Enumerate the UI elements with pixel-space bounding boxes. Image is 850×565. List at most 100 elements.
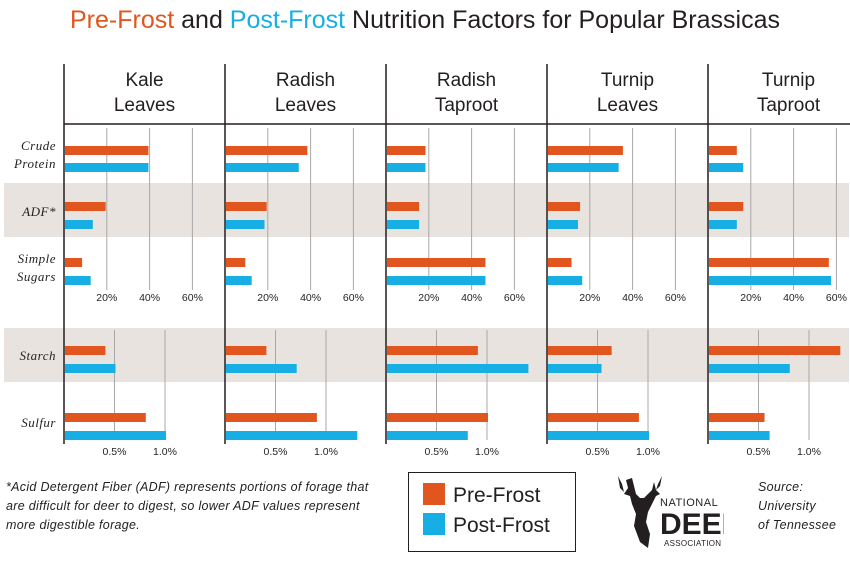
bar-post-frost-starch-radish-leaves	[226, 364, 297, 373]
tick-label-pct-40-panel-4: 40%	[622, 292, 643, 304]
bar-pre-frost-adf-radish-taproot	[387, 202, 420, 211]
tick-label-pct-40-panel-2: 40%	[300, 292, 321, 304]
bar-pre-frost-sulfur-turnip-taproot	[709, 413, 765, 422]
source-note: Source: University of Tennessee	[758, 478, 836, 535]
tick-label-pct-60-panel-3: 60%	[504, 292, 525, 304]
bar-pre-frost-simple-sugars-kale-leaves	[65, 258, 83, 267]
tick-label-frac-0.5-panel-1: 0.5%	[103, 446, 127, 458]
tick-label-frac-1-panel-4: 1.0%	[636, 446, 660, 458]
bar-post-frost-sulfur-radish-taproot	[387, 431, 468, 440]
tick-label-pct-40-panel-3: 40%	[461, 292, 482, 304]
chart-title: Pre-Frost and Post-Frost Nutrition Facto…	[0, 6, 850, 35]
bar-post-frost-starch-turnip-leaves	[548, 364, 602, 373]
legend: Pre-Frost Post-Frost	[408, 472, 576, 552]
bar-pre-frost-adf-radish-leaves	[226, 202, 267, 211]
bar-pre-frost-sulfur-radish-taproot	[387, 413, 488, 422]
bar-post-frost-starch-radish-taproot	[387, 364, 529, 373]
tick-label-pct-20-panel-3: 20%	[418, 292, 439, 304]
bar-post-frost-crude-protein-turnip-leaves	[548, 163, 619, 172]
tick-label-pct-20-panel-1: 20%	[96, 292, 117, 304]
legend-label-post-frost: Post-Frost	[453, 514, 550, 537]
source-line-1: Source:	[758, 480, 804, 494]
tick-label-frac-1-panel-3: 1.0%	[475, 446, 499, 458]
title-and: and	[174, 6, 230, 34]
source-line-2: University	[758, 499, 816, 513]
title-post-frost: Post-Frost	[229, 6, 346, 34]
panel-header-radish-leaves-line-2: Leaves	[275, 95, 336, 116]
panel-header-radish-taproot-line-2: Taproot	[435, 95, 499, 116]
bar-post-frost-crude-protein-turnip-taproot	[709, 163, 744, 172]
bar-post-frost-starch-turnip-taproot	[709, 364, 790, 373]
bar-pre-frost-starch-kale-leaves	[65, 346, 106, 355]
bar-post-frost-simple-sugars-radish-taproot	[387, 276, 486, 285]
tick-label-pct-40-panel-5: 40%	[783, 292, 804, 304]
bar-post-frost-adf-turnip-taproot	[709, 220, 737, 229]
bar-post-frost-sulfur-turnip-leaves	[548, 431, 649, 440]
bar-post-frost-simple-sugars-kale-leaves	[65, 276, 91, 285]
row-label-simple-sugars-line-1: Simple	[18, 251, 56, 266]
row-label-crude-protein-line-1: Crude	[21, 138, 56, 153]
legend-item-post-frost: Post-Frost	[423, 513, 550, 538]
bar-pre-frost-simple-sugars-radish-taproot	[387, 258, 486, 267]
tick-label-pct-60-panel-2: 60%	[343, 292, 364, 304]
tick-label-pct-60-panel-1: 60%	[182, 292, 203, 304]
bar-chart: Kale Leaves Radish Leaves Radish Taproot Turni…	[4, 64, 850, 458]
bar-post-frost-adf-kale-leaves	[65, 220, 93, 229]
bar-pre-frost-sulfur-turnip-leaves	[548, 413, 639, 422]
row-label-starch-line-1: Starch	[20, 348, 56, 363]
bar-pre-frost-crude-protein-radish-taproot	[387, 146, 426, 155]
bar-pre-frost-adf-turnip-leaves	[548, 202, 581, 211]
bar-post-frost-adf-radish-taproot	[387, 220, 420, 229]
panel-header-radish-taproot-line-1: Radish	[437, 70, 496, 91]
tick-label-pct-40-panel-1: 40%	[139, 292, 160, 304]
bar-pre-frost-adf-kale-leaves	[65, 202, 106, 211]
bar-pre-frost-starch-radish-taproot	[387, 346, 478, 355]
panel-header-radish-leaves-line-1: Radish	[276, 70, 335, 91]
tick-label-frac-0.5-panel-5: 0.5%	[747, 446, 771, 458]
tick-label-pct-60-panel-5: 60%	[826, 292, 847, 304]
panel-header-turnip-taproot-line-2: Taproot	[757, 95, 821, 116]
legend-item-pre-frost: Pre-Frost	[423, 483, 541, 508]
bar-post-frost-simple-sugars-turnip-leaves	[548, 276, 583, 285]
title-rest: Nutrition Factors for Popular Brassicas	[345, 6, 780, 34]
row-label-adf-line-1: ADF*	[21, 204, 56, 219]
bar-post-frost-sulfur-radish-leaves	[226, 431, 358, 440]
panel-header-turnip-taproot-line-1: Turnip	[762, 70, 815, 91]
row-label-crude-protein-line-2: Protein	[13, 156, 56, 171]
bar-pre-frost-simple-sugars-turnip-leaves	[548, 258, 572, 267]
tick-label-frac-1-panel-2: 1.0%	[314, 446, 338, 458]
bar-pre-frost-crude-protein-turnip-taproot	[709, 146, 737, 155]
tick-label-frac-0.5-panel-3: 0.5%	[425, 446, 449, 458]
bar-pre-frost-starch-turnip-taproot	[709, 346, 841, 355]
tick-label-pct-60-panel-4: 60%	[665, 292, 686, 304]
tick-label-pct-20-panel-4: 20%	[579, 292, 600, 304]
bar-pre-frost-crude-protein-kale-leaves	[65, 146, 149, 155]
logo-text-association: ASSOCIATION	[664, 539, 721, 548]
legend-swatch-post-frost	[423, 513, 445, 535]
tick-label-frac-1-panel-5: 1.0%	[797, 446, 821, 458]
bar-pre-frost-starch-turnip-leaves	[548, 346, 612, 355]
legend-label-pre-frost: Pre-Frost	[453, 484, 541, 507]
tick-label-frac-0.5-panel-4: 0.5%	[586, 446, 610, 458]
bar-post-frost-adf-radish-leaves	[226, 220, 265, 229]
legend-swatch-pre-frost	[423, 483, 445, 505]
panel-header-turnip-leaves-line-2: Leaves	[597, 95, 658, 116]
row-label-sulfur-line-1: Sulfur	[21, 415, 56, 430]
bar-post-frost-crude-protein-radish-leaves	[226, 163, 299, 172]
panel-header-kale-leaves-line-2: Leaves	[114, 95, 175, 116]
bar-post-frost-sulfur-turnip-taproot	[709, 431, 770, 440]
bar-pre-frost-adf-turnip-taproot	[709, 202, 744, 211]
bar-post-frost-crude-protein-kale-leaves	[65, 163, 149, 172]
bar-post-frost-sulfur-kale-leaves	[65, 431, 166, 440]
panel-header-turnip-leaves-line-1: Turnip	[601, 70, 654, 91]
bar-pre-frost-sulfur-radish-leaves	[226, 413, 317, 422]
bar-post-frost-adf-turnip-leaves	[548, 220, 578, 229]
adf-footnote: *Acid Detergent Fiber (ADF) represents p…	[6, 480, 369, 532]
tick-label-pct-20-panel-5: 20%	[740, 292, 761, 304]
bar-post-frost-simple-sugars-turnip-taproot	[709, 276, 831, 285]
bar-pre-frost-crude-protein-radish-leaves	[226, 146, 308, 155]
source-line-3: of Tennessee	[758, 518, 837, 532]
bar-pre-frost-simple-sugars-turnip-taproot	[709, 258, 829, 267]
national-deer-association-logo: NATIONAL DEER ASSOCIATION	[618, 476, 724, 548]
logo-text-deer: DEER	[660, 508, 724, 541]
